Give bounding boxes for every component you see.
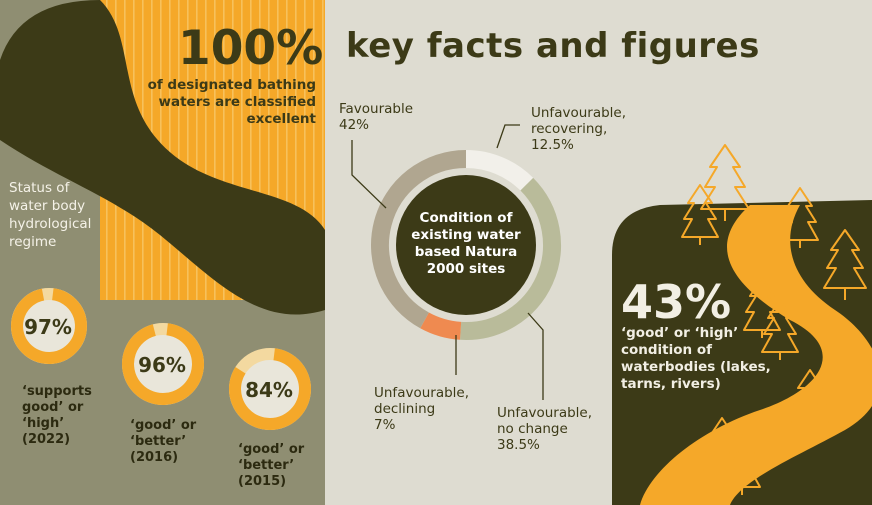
leader-line [496,124,520,149]
tree-icon [761,299,799,360]
segment-name: Favourable [339,101,414,117]
ring-arc [11,288,87,364]
segment-name: no change [497,421,568,437]
hydro-heading-line: regime [9,234,57,250]
hydro-heading-line: Status of [9,180,70,196]
ring-caption-line: (2015) [238,474,287,489]
leader-line [527,312,544,400]
ring-caption-line: good’ or [22,400,84,415]
river [640,205,872,505]
ring-caption: ‘good’ or ‘better’ (2016) [130,418,196,466]
segment-name: declining [374,401,436,417]
tree-icon [723,434,761,495]
bathing-line: excellent [246,111,317,127]
ring-84 [229,348,311,430]
tree-icon [791,369,829,430]
dark-blob [0,0,325,315]
tree-icon [681,184,719,245]
tree-icon [781,187,819,248]
tree-icon [703,417,741,478]
segment-label-favourable: Favourable 42% [339,101,413,133]
segment-name: Unfavourable, [374,385,470,401]
donut-segment [371,150,467,329]
waterbodies-line: condition of [621,342,712,358]
segment-label-recovering: Unfavourable, recovering, 12.5% [531,105,626,153]
donut-segment [420,312,462,340]
ring-caption-line: (2022) [22,432,71,447]
ring-96 [122,323,204,405]
ring-caption-line: ‘better’ [130,434,187,449]
center-line: based Natura [414,244,518,260]
ring-value: 97% [24,315,72,339]
segment-label-no-change: Unfavourable, no change 38.5% [497,405,592,453]
donut-segment [460,177,561,340]
segment-label-declining: Unfavourable, declining 7% [374,385,469,433]
leader-lines [351,124,544,400]
ring-caption-line: ‘good’ or [238,442,305,457]
waterbodies-line: waterbodies (lakes, [621,359,771,375]
ring-caption: ‘supports good’ or ‘high’ (2022) [22,384,92,448]
center-line: existing water [411,227,521,243]
ring-value: 84% [245,378,293,402]
bathing-value: 100% [178,21,324,76]
ring-arc [229,348,311,430]
tree-icon [700,144,750,221]
donut-center-label: Condition of existing water based Natura… [396,210,536,278]
bathing-line: of designated bathing [147,77,316,93]
segment-value: 38.5% [497,437,540,453]
hydro-heading: Status of water body hydrological regime [9,179,129,251]
page-title: key facts and figures [346,26,760,66]
tree-icon [743,277,781,338]
ring-value: 96% [138,353,186,377]
waterbodies-line: ‘good’ or ‘high’ [621,325,739,341]
center-line: 2000 sites [426,261,506,277]
segment-name: recovering, [531,121,608,137]
donut-center [396,175,536,315]
segment-name: Unfavourable, [497,405,593,421]
donut-segments [371,150,561,340]
ring-caption-line: ‘better’ [238,458,295,473]
waterbodies-value: 43% [621,275,732,329]
segment-value: 12.5% [531,137,574,153]
waterbodies-caption: ‘good’ or ‘high’ condition of waterbodie… [621,325,781,393]
segment-value: 7% [374,417,396,433]
ring-caption-line: (2016) [130,450,179,465]
tree-icon [823,229,867,300]
hydro-heading-line: hydrological [9,216,92,232]
ring-caption-line: ‘supports [22,384,92,399]
hydro-rings [11,288,311,430]
donut-segment [465,150,534,191]
ring-arc [122,323,204,405]
center-line: Condition of [419,210,513,226]
ring-caption: ‘good’ or ‘better’ (2015) [238,442,304,490]
ring-97 [11,288,87,364]
hydro-heading-line: water body [9,198,86,214]
waterbodies-line: tarns, rivers) [621,376,721,392]
leader-line [351,140,387,209]
ring-caption-line: ‘good’ or [130,418,197,433]
segment-value: 42% [339,117,370,133]
bathing-line: waters are classified [158,94,316,110]
bathing-caption: of designated bathing waters are classif… [96,77,316,128]
segment-name: Unfavourable, [531,105,627,121]
ring-caption-line: ‘high’ [22,416,65,431]
